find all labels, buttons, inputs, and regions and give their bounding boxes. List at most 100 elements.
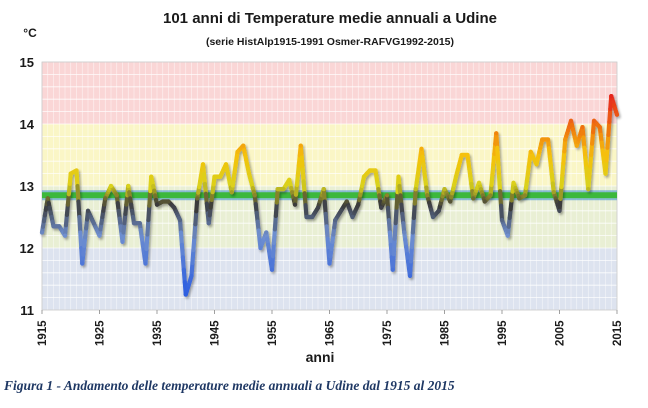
series-segment xyxy=(74,168,80,189)
data-point xyxy=(476,180,482,185)
data-point xyxy=(120,239,125,244)
data-point xyxy=(258,245,263,251)
series-segment xyxy=(603,158,609,176)
data-point xyxy=(154,202,160,207)
series-segment xyxy=(273,200,279,219)
y-tick-label: 13 xyxy=(20,179,34,194)
data-point xyxy=(597,125,602,130)
x-tick-label: 1965 xyxy=(325,320,337,346)
data-point xyxy=(505,233,510,238)
data-point xyxy=(195,196,200,201)
series-segment xyxy=(410,215,416,235)
data-point xyxy=(45,196,50,201)
data-point xyxy=(384,193,390,198)
data-point xyxy=(269,267,275,272)
data-point xyxy=(189,273,194,278)
series-segment xyxy=(412,187,418,206)
data-point xyxy=(160,199,165,204)
data-point xyxy=(436,208,441,213)
data-point xyxy=(241,143,246,148)
data-point xyxy=(264,230,269,235)
y-tick-label: 12 xyxy=(20,241,34,256)
series-segment xyxy=(390,252,396,272)
series-segment xyxy=(497,174,503,194)
series-segment xyxy=(498,203,505,223)
data-point xyxy=(407,273,413,278)
data-point xyxy=(494,131,499,136)
data-point xyxy=(591,118,597,123)
data-point xyxy=(453,174,459,179)
data-point xyxy=(166,199,171,204)
data-point xyxy=(200,162,206,167)
data-point xyxy=(551,190,556,195)
data-point xyxy=(177,218,183,223)
data-point xyxy=(459,152,464,158)
data-point xyxy=(568,118,574,123)
series-segment xyxy=(391,236,397,257)
data-point xyxy=(229,190,234,195)
series-segment xyxy=(189,260,195,278)
data-point xyxy=(344,199,349,204)
data-point xyxy=(413,187,418,192)
x-tick-label: 1975 xyxy=(382,320,394,346)
data-point xyxy=(338,208,344,213)
series-segment xyxy=(269,254,276,272)
data-point xyxy=(321,187,326,192)
y-axis-ticks: 11 12 13 14 15 xyxy=(20,55,35,318)
series-segment xyxy=(394,190,400,210)
data-point xyxy=(448,199,453,204)
data-point xyxy=(275,187,280,192)
x-tick-label: 1925 xyxy=(95,320,107,346)
series-segment xyxy=(274,187,280,205)
data-point xyxy=(563,137,568,142)
data-point xyxy=(51,224,56,229)
series-segment xyxy=(392,221,398,241)
data-point xyxy=(108,183,114,189)
data-point xyxy=(172,205,177,210)
data-point xyxy=(235,149,240,154)
y-tick-label: 11 xyxy=(20,303,34,318)
series-segment xyxy=(194,196,200,214)
data-point xyxy=(85,208,91,213)
data-point xyxy=(97,233,102,238)
data-point xyxy=(367,168,372,173)
data-point xyxy=(80,261,85,266)
data-point xyxy=(350,214,355,220)
data-point xyxy=(390,267,395,272)
data-point xyxy=(511,180,516,185)
y-tick-label: 14 xyxy=(20,117,35,132)
data-point xyxy=(304,214,309,220)
data-point xyxy=(442,187,447,192)
data-point xyxy=(614,112,620,117)
series-segment xyxy=(191,235,197,253)
series-segment xyxy=(497,189,504,208)
data-point xyxy=(137,221,142,226)
series-segment xyxy=(409,230,415,250)
data-point xyxy=(419,146,424,151)
data-point xyxy=(114,193,119,198)
series-segment xyxy=(192,222,198,240)
data-point xyxy=(212,174,217,179)
series-segment xyxy=(494,131,500,150)
series-segment xyxy=(75,183,81,204)
figure-caption: Figura 1 - Andamento delle temperature m… xyxy=(4,378,455,393)
series-segment xyxy=(193,209,199,227)
x-tick-label: 1915 xyxy=(37,320,49,346)
data-point xyxy=(57,224,62,229)
data-point xyxy=(540,137,545,142)
data-point xyxy=(373,168,378,173)
series-segment xyxy=(147,189,153,208)
data-point xyxy=(499,218,505,223)
x-tick-label: 1935 xyxy=(152,320,164,346)
data-point xyxy=(292,202,298,207)
x-tick-label: 2015 xyxy=(612,320,624,346)
data-point xyxy=(39,230,45,235)
data-point xyxy=(471,196,476,201)
data-point xyxy=(287,177,292,182)
series-segment xyxy=(495,145,501,165)
data-point xyxy=(517,196,522,201)
data-point xyxy=(402,230,407,235)
data-point xyxy=(356,202,361,207)
data-point xyxy=(103,196,108,201)
